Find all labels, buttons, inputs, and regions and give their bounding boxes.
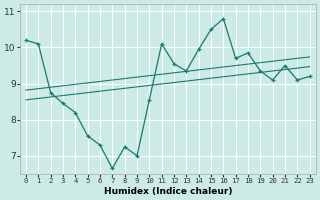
- X-axis label: Humidex (Indice chaleur): Humidex (Indice chaleur): [104, 187, 232, 196]
